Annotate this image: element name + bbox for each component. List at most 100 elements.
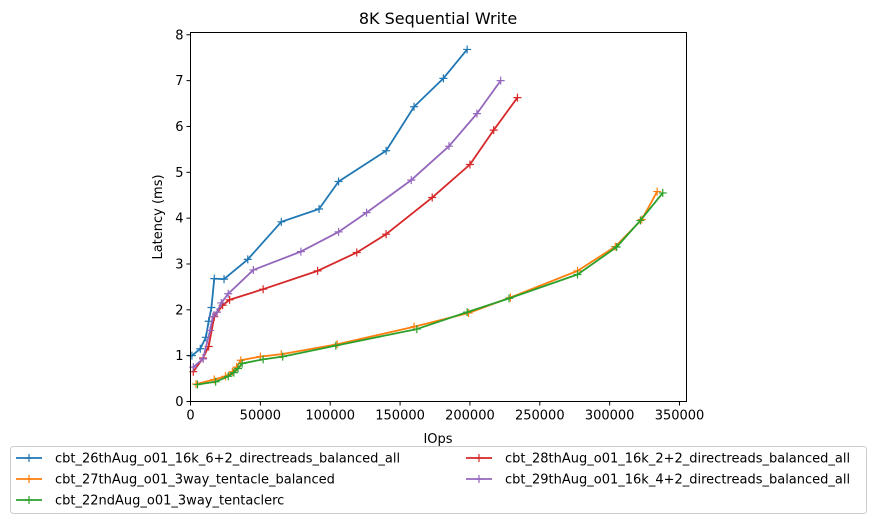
legend-label: cbt_28thAug_o01_16k_2+2_directreads_bala… [505, 452, 850, 467]
data-point [217, 298, 226, 307]
series-layer [187, 45, 667, 389]
series-0 [187, 45, 472, 360]
data-point [331, 341, 340, 350]
legend-marker [25, 454, 33, 462]
y-tick-label: 7 [175, 74, 183, 89]
data-point [352, 248, 361, 257]
y-tick-label: 0 [175, 395, 183, 410]
data-point [229, 368, 238, 377]
x-tick-label: 350000 [655, 409, 705, 424]
x-tick-label: 300000 [585, 409, 635, 424]
data-point [465, 160, 474, 169]
y-tick-label: 5 [175, 166, 183, 181]
data-point [249, 265, 258, 274]
data-point [315, 204, 324, 213]
data-point [278, 352, 287, 361]
data-point [211, 377, 220, 386]
data-point [259, 285, 268, 294]
data-point [573, 270, 582, 279]
data-point [213, 308, 222, 317]
data-point [196, 344, 205, 353]
data-point [505, 294, 514, 303]
data-point [410, 102, 419, 111]
x-axis: 0 50000 100000 150000 200000 250000 300000 3500… [186, 401, 705, 424]
data-point [313, 266, 322, 275]
data-point [277, 217, 286, 226]
data-point [210, 274, 219, 283]
data-point [382, 146, 391, 155]
data-point [444, 142, 453, 151]
y-tick-label: 2 [175, 303, 183, 318]
y-tick-label: 8 [175, 28, 183, 43]
data-point [382, 230, 391, 239]
data-point [199, 354, 208, 363]
legend-label: cbt_29thAug_o01_16k_4+2_directreads_bala… [505, 473, 850, 488]
axes-frame [190, 32, 687, 402]
series-3 [189, 93, 522, 376]
x-tick-label: 150000 [375, 409, 425, 424]
legend-entry: cbt_28thAug_o01_16k_2+2_directreads_bala… [466, 452, 850, 467]
legend-entry: cbt_26thAug_o01_16k_6+2_directreads_bala… [16, 452, 400, 467]
data-point [334, 177, 343, 186]
legend-entry: cbt_27thAug_o01_3way_tentacle_balanced [16, 473, 335, 488]
x-axis-label: IOps [423, 432, 452, 447]
series-line [197, 192, 664, 386]
y-axis-label: Latency (ms) [151, 174, 166, 259]
y-tick-label: 3 [175, 257, 183, 272]
legend-marker [25, 475, 33, 483]
data-point [334, 227, 343, 236]
data-point [463, 308, 472, 317]
data-point [428, 193, 437, 202]
legend-marker [475, 454, 483, 462]
series-line [192, 97, 519, 373]
x-tick-label: 0 [186, 409, 194, 424]
data-point [224, 289, 233, 298]
legend-label: cbt_27thAug_o01_3way_tentacle_balanced [55, 473, 335, 488]
data-point [234, 364, 243, 373]
legend-label: cbt_22ndAug_o01_3way_tentaclerc [55, 494, 284, 509]
data-point [225, 295, 234, 304]
data-point [208, 312, 217, 321]
data-point [362, 208, 371, 217]
x-tick-label: 100000 [305, 409, 355, 424]
data-point [496, 76, 505, 85]
data-point [636, 216, 645, 225]
legend-marker [25, 496, 33, 504]
data-point [513, 93, 522, 102]
y-tick-label: 1 [175, 349, 183, 364]
data-point [463, 45, 472, 54]
data-point [224, 372, 233, 381]
data-point [658, 188, 667, 197]
data-point [653, 187, 662, 196]
legend-entry: cbt_22ndAug_o01_3way_tentaclerc [16, 494, 284, 509]
data-point [612, 243, 621, 252]
data-point [472, 109, 481, 118]
data-point [412, 325, 421, 334]
data-point [238, 359, 247, 368]
legend-entry: cbt_29thAug_o01_16k_4+2_directreads_bala… [466, 473, 850, 488]
series-2 [193, 188, 667, 389]
x-tick-label: 50000 [240, 409, 281, 424]
series-line [195, 191, 658, 385]
series-4 [189, 76, 505, 372]
chart-title: 8K Sequential Write [359, 9, 517, 28]
y-axis: 0 1 2 3 4 5 6 7 8 [175, 28, 191, 410]
data-point [207, 303, 216, 312]
data-point [193, 380, 202, 389]
data-point [296, 247, 305, 256]
data-point [206, 326, 215, 335]
data-point [243, 255, 252, 264]
legend-label: cbt_26thAug_o01_16k_6+2_directreads_bala… [55, 452, 400, 467]
x-tick-label: 200000 [445, 409, 495, 424]
y-tick-label: 6 [175, 120, 183, 135]
y-tick-label: 4 [175, 212, 183, 227]
legend-marker [475, 475, 483, 483]
data-point [259, 355, 268, 364]
legend: cbt_26thAug_o01_16k_6+2_directreads_bala… [10, 446, 867, 514]
legend-frame [10, 446, 867, 514]
data-point [439, 74, 448, 83]
data-point [489, 126, 498, 135]
data-point [407, 176, 416, 185]
